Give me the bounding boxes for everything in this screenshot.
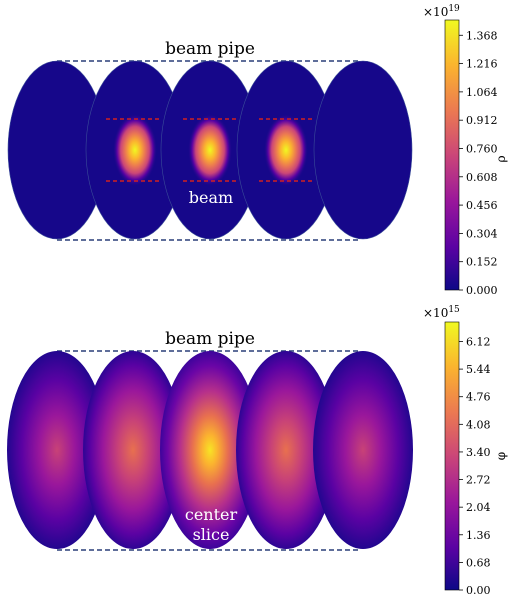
potential-colorbar-symbol: φ: [494, 452, 508, 460]
beam-label: beam: [189, 188, 233, 207]
potential-tick-label: 4.08: [466, 418, 491, 431]
center-slice-label-line1: center: [185, 505, 238, 524]
potential-tick-label: 4.76: [466, 391, 491, 404]
density-tick-label: 0.760: [466, 142, 498, 155]
potential-tick-label: 2.04: [466, 501, 491, 514]
potential-tick-label: 2.72: [466, 474, 491, 487]
density-colorbar-ticks: 0.000 0.152 0.304 0.456 0.608 0.760 0.912 1.064…: [459, 29, 498, 297]
beam-pipe-label: beam pipe: [165, 39, 255, 59]
potential-tick-label: 5.44: [466, 363, 491, 376]
phi-slice-2: [83, 351, 183, 549]
density-tick-label: 1.368: [466, 29, 498, 42]
density-figure: beam pipe beam ×1019 ρ 0.0000.1520.3040.…: [7, 4, 508, 297]
beam-spot-2: [113, 114, 157, 186]
density-tick-label: 0.456: [466, 199, 498, 212]
density-tick-label: 0.000: [466, 284, 498, 297]
phi-slice-4: [236, 351, 336, 549]
potential-tick-label: 3.40: [466, 446, 491, 459]
potential-panel: beam pipe center slice ×1015 φ 0.00 0.68 1…: [0, 300, 520, 601]
density-tick-label: 0.304: [466, 227, 498, 240]
beam-spot-4: [264, 114, 308, 186]
potential-figure: beam pipe center slice ×1015 φ 0.00 0.68 1…: [7, 305, 508, 597]
density-tick-label: 1.216: [466, 58, 498, 71]
potential-tick-label: 0.00: [466, 584, 491, 597]
potential-colorbar: [444, 321, 460, 591]
density-colorbar-exponent: ×1019: [423, 4, 460, 19]
beam-spot-3: [188, 114, 232, 186]
potential-tick-label: 6.12: [466, 335, 491, 348]
potential-colorbar-exponent: ×1015: [423, 305, 460, 320]
density-colorbar: [444, 19, 460, 291]
potential-tick-label: 1.36: [466, 529, 491, 542]
density-tick-label: 0.608: [466, 171, 498, 184]
density-tick-label: 0.152: [466, 256, 498, 269]
phi-slice-3: [160, 351, 260, 549]
density-tick-label: 0.912: [466, 114, 498, 127]
phi-slice-5: [313, 351, 413, 549]
density-tick-label: 1.064: [466, 86, 498, 99]
beam-pipe-label-bottom: beam pipe: [165, 329, 255, 349]
density-panel: beam pipe beam ×1019 ρ 0.000 0.152 0.304 0.…: [0, 0, 520, 300]
center-slice-label-line2: slice: [193, 525, 230, 544]
potential-tick-label: 0.68: [466, 556, 491, 569]
potential-colorbar-ticks: 0.00 0.68 1.36 2.04 2.72 3.40 4.08 4.76 5.44 6.12: [459, 335, 491, 597]
phi-slice-1: [7, 351, 107, 549]
slice-5: [313, 60, 413, 240]
density-colorbar-symbol: ρ: [494, 155, 508, 162]
beam-markers: [106, 118, 313, 182]
